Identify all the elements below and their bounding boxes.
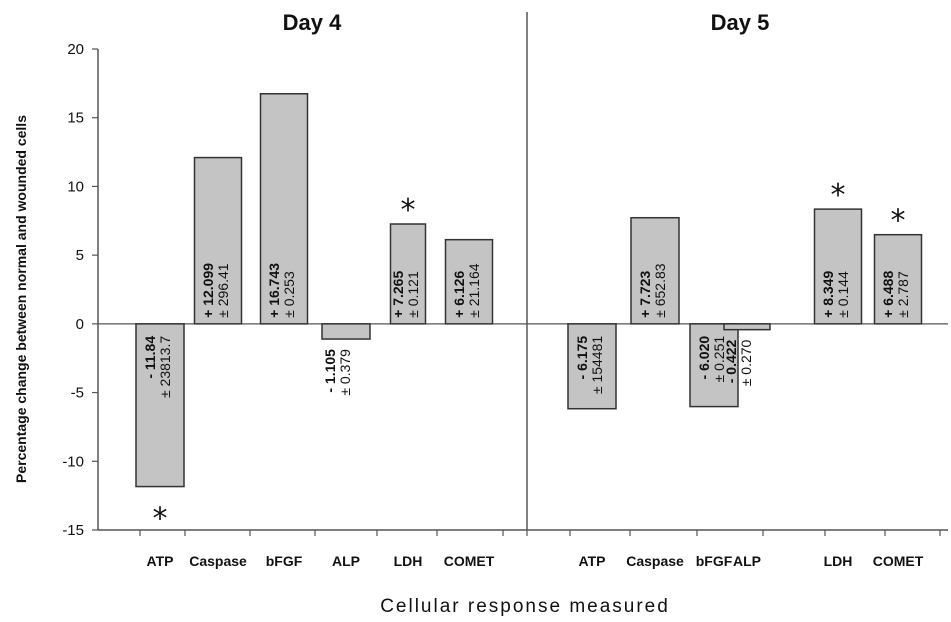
category-label: ATP — [147, 553, 174, 569]
bar-error-label: ± 0.251 — [711, 336, 727, 383]
bar-value-label: + 7.265 — [390, 271, 406, 318]
bar — [321, 323, 371, 340]
bar — [813, 208, 863, 325]
bar-error-label: ± 296.41 — [215, 263, 231, 318]
panel-title-day4: Day 4 — [283, 10, 342, 35]
bar-error-label: ± 2.787 — [895, 271, 911, 318]
y-tick-label: -10 — [62, 453, 84, 470]
bar-error-label: ± 0.144 — [835, 271, 851, 318]
x-axis-label: Cellular response measured — [380, 596, 670, 617]
bar — [193, 156, 243, 325]
y-tick-label: 20 — [67, 41, 84, 58]
y-tick-label: 15 — [67, 110, 84, 127]
significance-star: * — [401, 193, 416, 228]
bar-error-label: ± 0.379 — [337, 349, 353, 396]
category-label: bFGF — [696, 553, 733, 569]
y-tick-label: 10 — [67, 178, 84, 195]
bar-error-label: ± 0.121 — [405, 271, 421, 318]
bar-value-label: + 16.743 — [266, 263, 282, 318]
bar-value-label: - 0.422 — [723, 339, 739, 383]
bar-error-label: ± 154481 — [589, 336, 605, 395]
bar-value-label: + 8.349 — [820, 271, 836, 318]
category-label: COMET — [444, 553, 495, 569]
category-label: LDH — [824, 553, 853, 569]
category-label: LDH — [394, 553, 423, 569]
bar-error-label: ± 23813.7 — [157, 336, 173, 398]
bar-value-label: - 11.84 — [142, 336, 158, 379]
bar-value-label: + 6.126 — [451, 271, 467, 318]
category-label: bFGF — [266, 553, 303, 569]
bar-value-label: - 6.020 — [696, 336, 712, 380]
category-label: Caspase — [626, 553, 684, 569]
bar-error-label: ± 652.83 — [652, 263, 668, 318]
bar-value-label: + 12.099 — [200, 263, 216, 318]
significance-star: * — [153, 502, 168, 537]
bar — [259, 93, 309, 325]
bar — [689, 323, 739, 408]
y-tick-label: -5 — [71, 385, 84, 402]
significance-star: * — [891, 204, 906, 239]
y-tick-label: -15 — [62, 522, 84, 539]
bar-value-label: + 6.488 — [880, 271, 896, 318]
bar — [723, 323, 771, 331]
bar — [873, 233, 923, 325]
bar-error-label: ± 0.270 — [738, 339, 754, 386]
bar-value-label: - 6.175 — [574, 336, 590, 380]
bar — [567, 323, 617, 410]
category-label: COMET — [873, 553, 924, 569]
y-axis-label: Percentage change between normal and wou… — [13, 115, 29, 483]
bar — [444, 238, 494, 325]
bar-value-label: - 1.105 — [322, 349, 338, 393]
bar — [135, 323, 185, 488]
bar — [630, 216, 680, 325]
bar-error-label: ± 21.164 — [466, 263, 482, 318]
category-label: ATP — [579, 553, 606, 569]
plot-area: -15 -10 -5 0 5 10 15 20 - 11.84 ± 23813.7 * ATP + 12… — [62, 12, 948, 569]
category-label: ALP — [332, 553, 360, 569]
bar-value-label: + 7.723 — [637, 271, 653, 318]
y-tick-label: 5 — [76, 247, 84, 264]
bar — [389, 223, 427, 325]
panel-title-day5: Day 5 — [711, 10, 770, 35]
significance-star: * — [831, 178, 846, 213]
category-label: Caspase — [189, 553, 247, 569]
y-tick-label: 0 — [76, 316, 84, 333]
bar-error-label: ± 0.253 — [281, 271, 297, 318]
category-label: ALP — [733, 553, 761, 569]
